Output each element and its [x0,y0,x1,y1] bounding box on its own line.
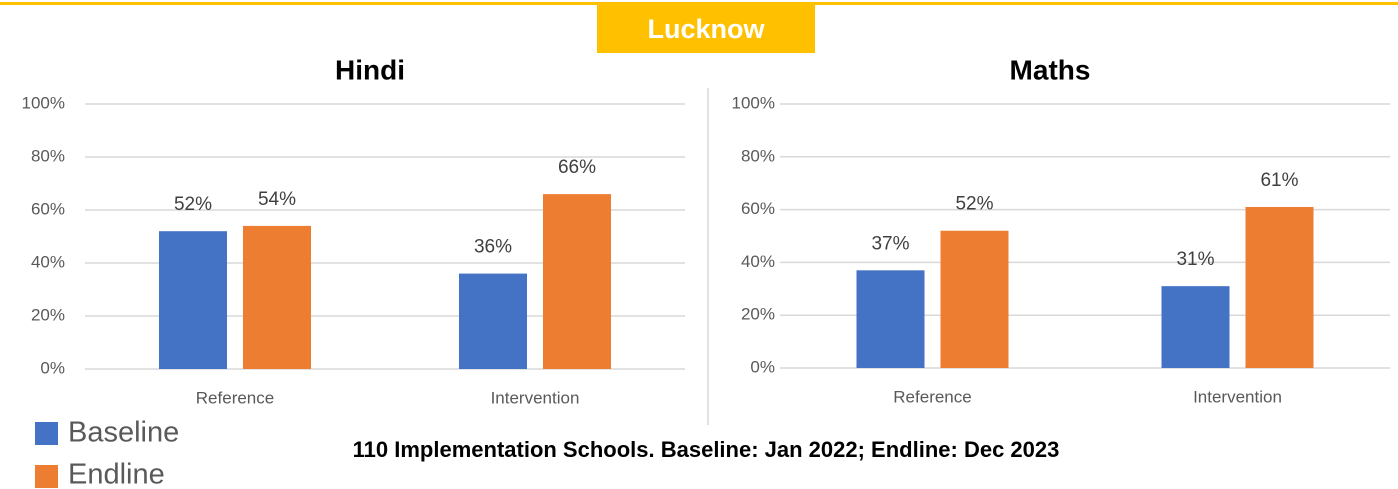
bar [543,194,611,369]
x-tick-label: Intervention [1193,387,1282,406]
y-tick-label: 20% [741,305,775,324]
legend-swatch [35,422,58,445]
x-tick-label: Intervention [491,388,580,407]
chart-title: Maths [1010,54,1091,85]
legend-label: Endline [68,459,165,489]
data-label: 61% [1260,170,1298,191]
legend-label: Baseline [68,417,179,449]
y-tick-label: 40% [741,252,775,271]
legend-swatch [35,465,58,488]
data-label: 54% [258,189,296,210]
y-tick-label: 80% [31,146,65,165]
data-label: 31% [1176,249,1214,270]
bar [1245,206,1314,368]
bar [1161,286,1230,368]
y-tick-label: 60% [741,199,775,218]
x-tick-label: Reference [196,388,274,407]
footnote: 110 Implementation Schools. Baseline: Ja… [353,437,1060,462]
bar [856,270,925,368]
bar [243,225,311,369]
y-tick-label: 20% [31,305,65,324]
y-tick-label: 100% [22,93,65,112]
top-rule [0,2,1398,5]
bar [459,273,527,369]
data-label: 66% [558,157,596,178]
y-tick-label: 40% [31,252,65,271]
x-tick-label: Reference [893,387,971,406]
y-tick-label: 0% [40,358,65,377]
y-tick-label: 0% [750,357,775,376]
header-title: Lucknow [647,14,765,44]
chart-title: Hindi [335,54,405,85]
data-label: 52% [955,194,993,215]
y-tick-label: 60% [31,199,65,218]
bar [159,231,227,369]
data-label: 36% [474,237,512,258]
y-tick-label: 80% [741,146,775,165]
y-tick-label: 100% [732,93,775,112]
header-box [597,5,815,53]
data-label: 37% [871,233,909,254]
data-label: 52% [174,194,212,215]
bar [940,230,1009,368]
